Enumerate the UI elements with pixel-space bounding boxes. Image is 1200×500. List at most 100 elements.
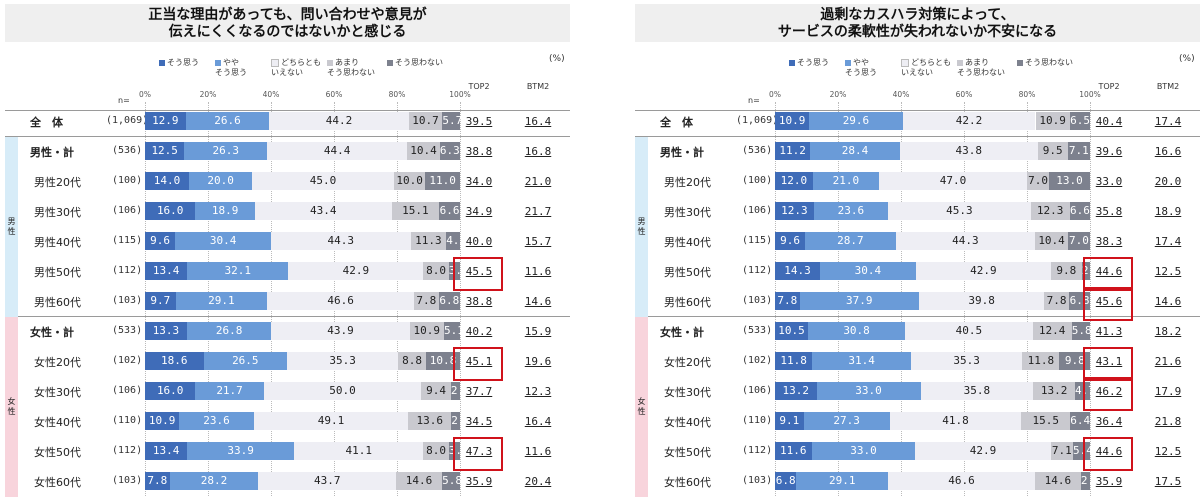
data-label: 26.5	[232, 354, 259, 367]
bar-segment-5	[1072, 442, 1090, 460]
data-label: 10.0	[396, 174, 423, 187]
data-label: 12.4	[1038, 324, 1066, 337]
bar-segment-1	[775, 382, 817, 400]
header-btm2: BTM2	[1156, 82, 1180, 91]
bar-segment-1	[145, 112, 186, 130]
row-separator	[635, 110, 1200, 111]
data-label: 33.0	[850, 444, 877, 457]
table-row: 男性60代 (103) 7.8 37.9 39.8 7.8 6.8 45.6 14.6	[630, 287, 1200, 321]
data-label: 10.8	[429, 354, 457, 367]
table-row: 女性・計 (533) 10.5 30.8 40.5 12.4 5.8 41.3 18.2	[630, 320, 1200, 350]
row-label: 男性30代	[664, 206, 711, 219]
bar-segment-4	[1035, 112, 1070, 130]
bar-segment-1	[145, 262, 188, 280]
data-label: 39.8	[968, 294, 995, 307]
bar-segment-4	[1030, 202, 1070, 220]
table-row: 男性30代 (106) 16.0 18.9 43.4 15.1 6.6 34.9 21.7	[0, 200, 570, 230]
data-label: 42.9	[970, 264, 997, 277]
bar-segment-2	[189, 172, 253, 190]
row-label: 女性50代	[664, 446, 711, 459]
legend-swatch	[271, 58, 279, 67]
chart-panel-2: 過剰なカスハラ対策によって、 サービスの柔軟性が失われないか不安になる そう思う や…	[630, 0, 1200, 497]
data-label: 14.6	[1044, 474, 1072, 487]
chart-panel-1: 正当な理由があっても、問い合わせや意見が 伝えにくくなるのではないかと感じるそう…	[0, 0, 570, 497]
row-label: 男性40代	[34, 236, 81, 249]
bar-segment-4	[1033, 382, 1075, 400]
bar-segment-4	[1022, 352, 1060, 370]
bar-segment-2	[811, 442, 916, 460]
btm2-value: 21.0	[524, 175, 552, 188]
bar-segment-4	[1021, 412, 1071, 430]
data-label: 30.4	[209, 234, 237, 247]
bar-segment-2	[805, 232, 896, 250]
data-label: 37.9	[846, 294, 873, 307]
data-label: 35.3	[953, 354, 980, 367]
data-label: 12.9	[152, 114, 179, 127]
data-label: 29.1	[828, 474, 856, 487]
row-label: 女性20代	[34, 356, 81, 369]
data-label: 7.1	[1051, 444, 1072, 457]
bar-segment-3	[915, 262, 1051, 280]
bar-segment-3	[878, 172, 1027, 190]
group-bar-female	[635, 317, 648, 497]
data-label: 5.1	[443, 324, 464, 337]
row-n: (536)	[742, 145, 773, 156]
table-row: 女性40代 (110) 9.1 27.3 41.8 15.5 6.4 36.4 21.8	[630, 410, 1200, 440]
bar-segment-5	[425, 172, 460, 190]
row-separator	[635, 136, 1200, 137]
highlight-box	[1083, 437, 1133, 471]
bar-segment-3	[911, 352, 1023, 370]
bar-segment-5	[438, 292, 460, 310]
bar-segment-3	[287, 352, 399, 370]
data-label: 13.2	[1040, 384, 1068, 397]
bar-segment-2	[187, 442, 294, 460]
bar-segment-3	[915, 442, 1051, 460]
data-label: 16.0	[156, 204, 184, 217]
data-label: 9.5	[1042, 144, 1063, 157]
row-label: 男性・計	[660, 146, 704, 159]
bar-segment-1	[775, 412, 804, 430]
legend-swatch	[327, 59, 333, 66]
row-label: 男性20代	[664, 176, 711, 189]
data-label: 5.8	[1071, 324, 1092, 337]
bar-segment-5	[442, 472, 461, 490]
bar-segment-4	[414, 292, 439, 310]
group-label: 男 性	[637, 217, 646, 236]
table-row: 女性30代 (106) 13.2 33.0 35.8 13.2 4.7 46.2 17.9	[630, 377, 1200, 411]
bar-segment-3	[899, 142, 1038, 160]
row-separator	[5, 110, 570, 111]
data-label: 23.6	[837, 204, 865, 217]
top2-value: 36.4	[1095, 415, 1123, 428]
bar-segment-3	[918, 292, 1045, 310]
data-label: 10.4	[1038, 234, 1065, 247]
data-label: 44.2	[325, 114, 353, 127]
axis-tick-label: 80%	[1018, 90, 1036, 99]
legend-label: そう思う	[167, 58, 199, 67]
btm2-value: 20.0	[1154, 175, 1182, 188]
data-label: 8.0	[426, 264, 446, 277]
data-label: 23.6	[203, 414, 230, 427]
bar-segment-1	[145, 352, 204, 370]
data-label: 7.1	[1068, 144, 1089, 157]
axis-tick-label: 20%	[199, 90, 217, 99]
row-n: (112)	[112, 445, 143, 456]
table-row: 男性40代 (115) 9.6 28.7 44.3 10.4 7.0 38.3 17.4	[630, 230, 1200, 260]
data-label: 6.6	[1069, 204, 1090, 217]
bar-segment-5	[1067, 232, 1090, 250]
btm2-value: 17.4	[1154, 235, 1182, 248]
top2-value: 43.1	[1095, 355, 1123, 368]
data-label: 35.8	[963, 384, 991, 397]
data-label: 46.6	[327, 294, 354, 307]
bar-segment-3	[293, 442, 424, 460]
btm2-value: 11.6	[524, 265, 552, 278]
axis-tick-label: 40%	[892, 90, 910, 99]
data-label: 8.0	[426, 444, 446, 457]
data-label: 41.1	[345, 444, 372, 457]
chart-title-box: 正当な理由があっても、問い合わせや意見が 伝えにくくなるのではないかと感じる	[5, 4, 570, 42]
chart-title: 過剰なカスハラ対策によって、 サービスの柔軟性が失われないか不安になる	[777, 7, 1058, 40]
row-n: (106)	[112, 205, 143, 216]
bar-segment-1	[145, 442, 188, 460]
data-label: 26.3	[212, 144, 240, 157]
row-n: (103)	[112, 475, 143, 486]
btm2-value: 15.9	[524, 325, 552, 338]
